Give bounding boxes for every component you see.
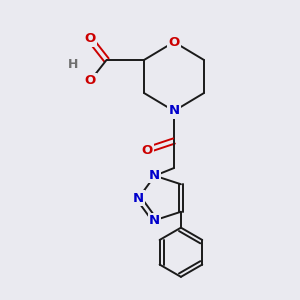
Text: O: O — [84, 74, 96, 88]
Text: O: O — [141, 143, 153, 157]
Text: N: N — [149, 169, 160, 182]
Text: N: N — [149, 214, 160, 227]
Text: H: H — [68, 58, 79, 71]
Text: O: O — [168, 35, 180, 49]
Text: N: N — [133, 191, 144, 205]
Text: N: N — [168, 104, 180, 118]
Text: O: O — [84, 32, 96, 46]
